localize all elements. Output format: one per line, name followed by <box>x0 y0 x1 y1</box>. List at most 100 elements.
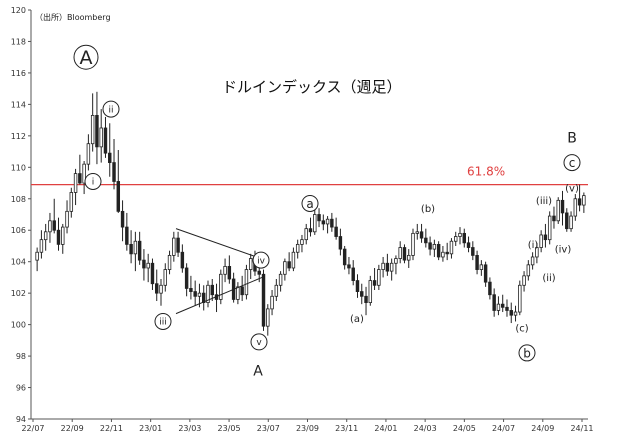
candle <box>155 269 159 302</box>
candle-body-up <box>398 247 402 259</box>
candle-body-down <box>334 226 338 237</box>
candle <box>39 230 44 259</box>
candle <box>394 255 398 275</box>
candle-body-down <box>189 288 193 292</box>
candle <box>539 230 543 253</box>
candle-body-down <box>355 280 360 292</box>
wave-label-text: B <box>567 130 577 146</box>
candle-body-up <box>278 273 283 286</box>
candle-body-up <box>133 240 138 255</box>
candle <box>210 278 214 302</box>
candle <box>142 249 146 281</box>
x-tick-label: 24/03 <box>414 424 437 433</box>
candle-body-down <box>137 240 142 261</box>
candle <box>547 211 552 245</box>
candle <box>317 208 321 228</box>
candle-body-up <box>69 192 74 212</box>
candle <box>445 242 449 261</box>
candle <box>522 271 526 292</box>
candle <box>261 269 266 331</box>
candle-body-down <box>240 286 244 296</box>
x-tick-label: 23/01 <box>139 424 162 433</box>
wave-label-text: iii <box>159 318 167 328</box>
candle-body-up <box>61 226 65 245</box>
candle <box>95 91 99 165</box>
wave-label-circle <box>102 100 120 118</box>
candle-body-down <box>505 306 509 311</box>
candle <box>295 239 300 259</box>
candle <box>492 288 496 317</box>
source-note: （出所）Bloomberg <box>35 12 111 22</box>
wave-label: B <box>567 130 577 146</box>
x-tick-label: 24/07 <box>492 424 515 433</box>
candle <box>424 228 428 248</box>
candle-body-up <box>65 210 69 228</box>
candle <box>351 260 355 286</box>
wave-label: (a) <box>350 314 364 325</box>
candle-body-up <box>407 254 411 261</box>
candle <box>513 305 518 322</box>
candle <box>116 150 121 213</box>
wave-label: A <box>73 44 99 70</box>
wave-label: (i) <box>528 240 539 251</box>
candle-body-down <box>116 181 121 212</box>
candle <box>535 242 539 264</box>
wave-label: (v) <box>565 183 579 194</box>
candle <box>278 271 283 292</box>
x-tick-label: 23/03 <box>178 424 201 433</box>
y-tick-label: 108 <box>11 195 26 204</box>
candle-body-up <box>163 269 167 286</box>
candle-body-down <box>351 267 355 281</box>
candle <box>526 260 531 281</box>
candle-body-up <box>82 163 86 184</box>
wave-label: c <box>563 154 581 172</box>
candle-body-up <box>304 228 308 241</box>
y-tick-label: 110 <box>11 163 26 172</box>
candle <box>266 304 270 336</box>
candle-body-down <box>466 242 471 248</box>
candle-body-down <box>52 220 56 231</box>
candle <box>454 231 458 246</box>
candle <box>206 280 210 308</box>
candle-body-down <box>120 210 125 228</box>
wave-label-text: (a) <box>350 314 364 325</box>
y-tick-label: 116 <box>11 69 26 78</box>
candle-body-up <box>530 256 535 266</box>
candle <box>99 109 103 163</box>
candle <box>103 116 108 158</box>
candle <box>300 234 304 253</box>
candle-body-down <box>492 294 496 311</box>
wave-label-circle <box>563 154 581 172</box>
wave-label-text: b <box>523 346 531 360</box>
wave-label: a <box>301 194 319 212</box>
candle-body-down <box>500 303 505 308</box>
wave-label-text: (ii) <box>542 273 555 284</box>
candle-body-down <box>372 280 377 286</box>
y-tick-label: 94 <box>16 415 26 424</box>
candle <box>385 253 390 276</box>
candle <box>167 250 172 275</box>
wave-label-circle <box>301 194 319 212</box>
candle <box>120 200 125 242</box>
candle-body-down <box>565 212 569 230</box>
candle <box>61 223 65 254</box>
candle <box>248 253 253 279</box>
y-tick-label: 118 <box>11 37 26 46</box>
candle <box>360 283 364 305</box>
candle-body-up <box>547 215 552 241</box>
wave-label-circle <box>250 333 268 351</box>
wave-label: iv <box>252 251 270 269</box>
candle-body-up <box>48 220 52 233</box>
candle-body-up <box>73 173 78 193</box>
candle-body-up <box>266 308 270 327</box>
wave-label-text: a <box>306 197 313 211</box>
candle-body-up <box>223 266 227 275</box>
candle-body-down <box>103 127 108 154</box>
candle <box>73 168 78 206</box>
x-tick-label: 24/09 <box>531 424 554 433</box>
candle-body-down <box>360 291 364 297</box>
candle <box>415 223 420 240</box>
candle-body-up <box>381 262 385 270</box>
candle <box>330 212 334 232</box>
candle <box>125 212 129 251</box>
